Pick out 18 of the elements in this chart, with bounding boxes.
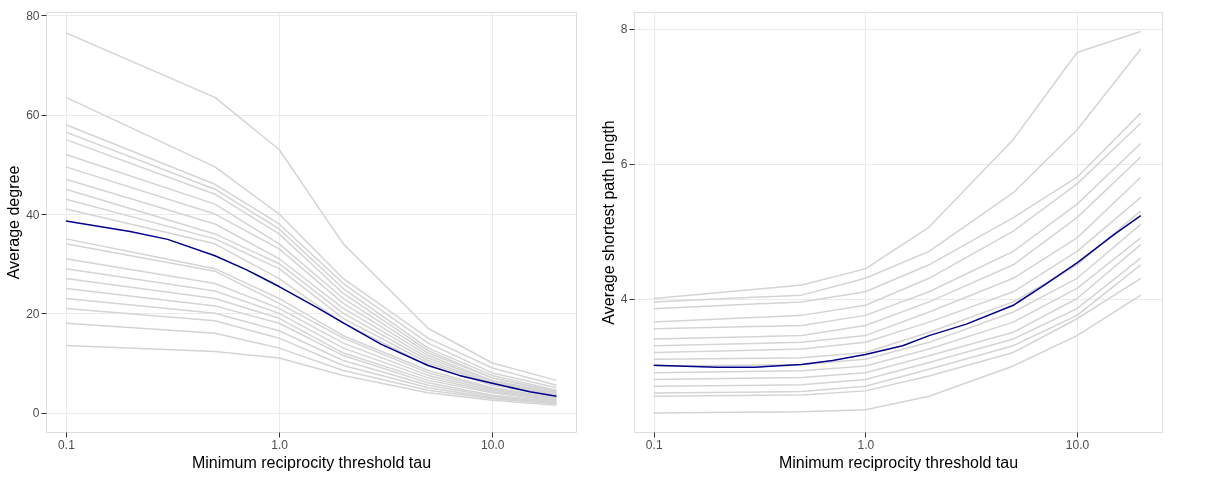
x-axis-title: Minimum reciprocity threshold tau [191,453,432,471]
y-tick-label: 6 [620,157,628,172]
y-tick-label: 8 [620,22,628,37]
y-tick-label: 40 [26,207,40,222]
x-tick-label: 0.1 [58,437,76,452]
x-tick-label: 10.0 [481,437,505,452]
y-axis-title: Average shortest path length [599,120,617,325]
x-tick-label: 10.0 [1065,437,1090,452]
x-tick-label: 1.0 [857,437,875,452]
y-tick-label: 0 [32,406,40,421]
x-axis-title: Minimum reciprocity threshold tau [778,453,1019,471]
y-tick-label: 4 [620,292,628,307]
y-tick-label: 20 [26,306,40,321]
x-tick-label: 1.0 [271,437,289,452]
x-tick-label: 0.1 [645,437,663,452]
y-tick-label: 80 [26,8,40,23]
y-tick-label: 60 [26,108,40,123]
y-axis-title: Average degree [5,165,23,280]
